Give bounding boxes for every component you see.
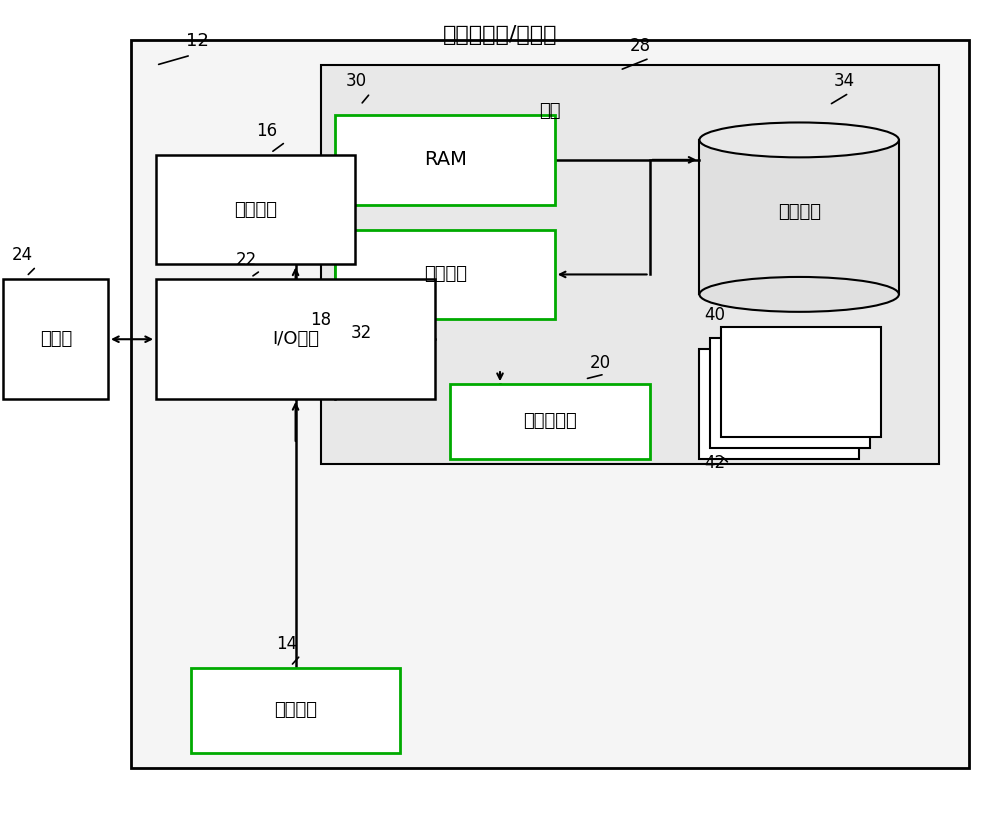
FancyBboxPatch shape [321,65,939,464]
Text: 显示器: 显示器 [40,330,72,348]
Bar [699,140,899,295]
Bar [699,349,859,459]
Ellipse shape [699,277,899,312]
FancyBboxPatch shape [131,40,969,768]
FancyBboxPatch shape [156,279,435,399]
Text: 18: 18 [311,311,332,330]
FancyBboxPatch shape [156,155,355,265]
Text: 24: 24 [11,247,32,265]
Text: 30: 30 [345,72,367,90]
Text: 高速缓存: 高速缓存 [424,265,467,283]
FancyBboxPatch shape [335,230,555,319]
Bar [710,339,870,448]
FancyBboxPatch shape [191,668,400,753]
Text: 16: 16 [256,122,277,140]
Text: 存储系统: 存储系统 [778,204,821,221]
Text: 处理单元: 处理单元 [234,201,277,219]
Text: RAM: RAM [424,151,467,169]
Ellipse shape [699,122,899,157]
Bar [721,327,881,437]
Text: 计算机系统/服务器: 计算机系统/服务器 [443,25,557,46]
FancyBboxPatch shape [450,384,650,459]
Text: 42: 42 [704,453,726,472]
Text: 12: 12 [186,33,209,50]
Text: 28: 28 [630,37,651,55]
Text: 网络适配器: 网络适配器 [523,412,577,430]
Text: I/O接口: I/O接口 [272,330,319,348]
Text: 22: 22 [236,252,257,269]
Text: 40: 40 [704,306,725,324]
Text: 34: 34 [834,72,855,90]
Text: 32: 32 [350,324,372,342]
Text: 外部设备: 外部设备 [274,702,317,720]
Text: 20: 20 [590,354,611,372]
FancyBboxPatch shape [3,279,108,399]
Text: 14: 14 [276,635,297,653]
FancyBboxPatch shape [335,115,555,204]
Text: 内存: 内存 [539,102,561,120]
